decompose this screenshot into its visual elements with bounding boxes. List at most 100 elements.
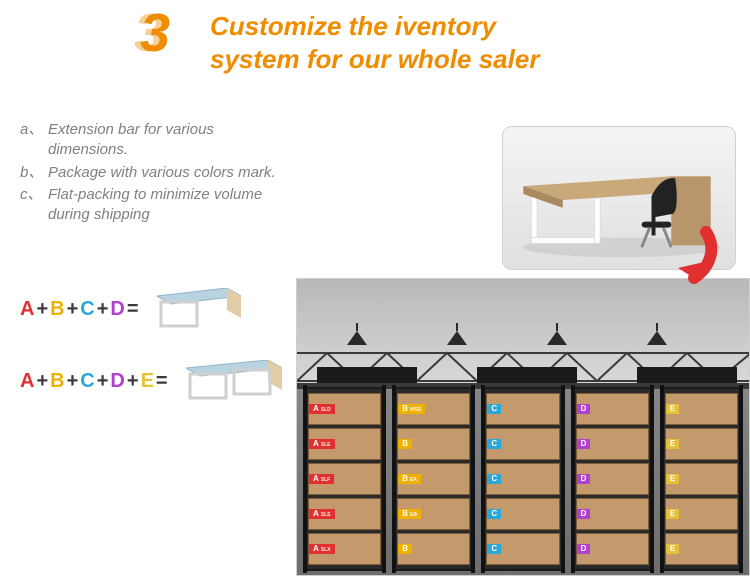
- box-tag-D: D: [577, 509, 591, 519]
- tag-letter: D: [581, 510, 587, 518]
- box-tag-E: E: [666, 474, 679, 484]
- tag-letter: C: [491, 545, 497, 553]
- shelf-box: D: [576, 463, 649, 495]
- formula-letter-C: C: [80, 371, 94, 391]
- tag-sub: SLX: [321, 548, 331, 553]
- rack-B: BWSSBBEABEBB: [392, 387, 475, 571]
- bullet-list: a、Extension bar for various dimensions.b…: [20, 120, 290, 227]
- plus-sign: +: [65, 371, 81, 391]
- tag-letter: D: [581, 545, 587, 553]
- formula-letter-E: E: [141, 371, 154, 391]
- title-line-2: system for our whole saler: [210, 43, 539, 76]
- box-tag-A: ASLE: [309, 439, 335, 449]
- formula-letter-A: A: [20, 371, 34, 391]
- box-tag-D: D: [577, 439, 591, 449]
- box-tag-C: C: [487, 544, 501, 554]
- formula-row: A+B+C+D=: [20, 288, 282, 330]
- bullet-text: Package with various colors mark.: [48, 163, 290, 183]
- desk-mini-short: [157, 288, 241, 330]
- tag-letter: E: [670, 405, 675, 413]
- warehouse-illustration: ASLDASLEASLFASLSASLXBWSSBBEABEBBCCCCCDDD…: [296, 278, 750, 576]
- tag-letter: A: [313, 405, 319, 413]
- shelf-box: C: [486, 498, 559, 530]
- tag-sub: SLD: [321, 408, 331, 413]
- box-tag-C: C: [487, 404, 501, 414]
- shelf-box: B: [397, 533, 470, 565]
- tag-sub: SLF: [321, 478, 330, 483]
- formula-letter-B: B: [50, 371, 64, 391]
- tag-letter: A: [313, 475, 319, 483]
- tag-letter: A: [313, 510, 319, 518]
- box-tag-B: B: [398, 439, 412, 449]
- equals-sign: =: [154, 371, 170, 391]
- shelf-box: ASLS: [308, 498, 381, 530]
- truss-svg: [297, 323, 749, 383]
- plus-sign: +: [95, 299, 111, 319]
- bullet-row: c、Flat-packing to minimize volume during…: [20, 185, 290, 226]
- equals-sign: =: [125, 299, 141, 319]
- shelf-box: B: [397, 428, 470, 460]
- tag-letter: D: [581, 405, 587, 413]
- formula-letters: A+B+C+D=: [20, 299, 141, 319]
- formula-area: A+B+C+D=A+B+C+D+E=: [20, 288, 282, 432]
- tag-letter: E: [670, 475, 675, 483]
- header: 3 3 Customize the iventory system for ou…: [0, 0, 750, 85]
- shelf-box: E: [665, 533, 738, 565]
- formula-letter-D: D: [110, 371, 124, 391]
- box-tag-E: E: [666, 404, 679, 414]
- tag-letter: B: [402, 440, 408, 448]
- tag-letter: A: [313, 545, 319, 553]
- bullet-text: Extension bar for various dimensions.: [48, 120, 290, 161]
- box-tag-D: D: [577, 474, 591, 484]
- tag-letter: B: [402, 405, 408, 413]
- box-tag-B: BWSS: [398, 404, 425, 414]
- shelf-box: ASLF: [308, 463, 381, 495]
- tag-sub: EB: [410, 513, 417, 518]
- tag-sub: WSS: [410, 408, 421, 413]
- box-tag-C: C: [487, 439, 501, 449]
- box-tag-B: B: [398, 544, 412, 554]
- box-tag-C: C: [487, 474, 501, 484]
- bullet-label: b、: [20, 163, 48, 183]
- shelf-box: ASLD: [308, 393, 381, 425]
- shelf-box: C: [486, 428, 559, 460]
- bullet-row: b、Package with various colors mark.: [20, 163, 290, 183]
- shelf-box: C: [486, 463, 559, 495]
- tag-letter: B: [402, 545, 408, 553]
- plus-sign: +: [95, 371, 111, 391]
- box-tag-A: ASLS: [309, 509, 335, 519]
- plus-sign: +: [34, 299, 50, 319]
- box-tag-D: D: [577, 404, 591, 414]
- shelf-box: C: [486, 533, 559, 565]
- plus-sign: +: [125, 371, 141, 391]
- tag-letter: E: [670, 510, 675, 518]
- box-tag-B: BEB: [398, 509, 421, 519]
- box-tag-E: E: [666, 439, 679, 449]
- shelf-box: D: [576, 498, 649, 530]
- tag-letter: C: [491, 510, 497, 518]
- bullet-label: a、: [20, 120, 48, 161]
- box-tag-C: C: [487, 509, 501, 519]
- shelf-box: BWSS: [397, 393, 470, 425]
- rack-D: D D D D D: [571, 387, 654, 571]
- box-tag-A: ASLX: [309, 544, 335, 554]
- warehouse-floor: ASLDASLEASLFASLSASLXBWSSBBEABEBBCCCCCDDD…: [297, 383, 749, 576]
- shelf-box: E: [665, 498, 738, 530]
- bullet-text: Flat-packing to minimize volume during s…: [48, 185, 290, 226]
- bullet-label: c、: [20, 185, 48, 226]
- box-tag-A: ASLF: [309, 474, 334, 484]
- title-line-1: Customize the iventory: [210, 10, 539, 43]
- formula-letter-D: D: [110, 299, 124, 319]
- rack-C: C C C C C: [481, 387, 564, 571]
- page-title: Customize the iventory system for our wh…: [210, 10, 539, 75]
- tag-letter: A: [313, 440, 319, 448]
- plus-sign: +: [34, 371, 50, 391]
- tag-letter: D: [581, 440, 587, 448]
- tag-sub: EA: [410, 478, 417, 483]
- shelf-box: D: [576, 428, 649, 460]
- shelf-box: BEA: [397, 463, 470, 495]
- step-number: 3 3: [140, 6, 170, 60]
- tag-letter: E: [670, 545, 675, 553]
- shelf-box: C: [486, 393, 559, 425]
- box-tag-A: ASLD: [309, 404, 335, 414]
